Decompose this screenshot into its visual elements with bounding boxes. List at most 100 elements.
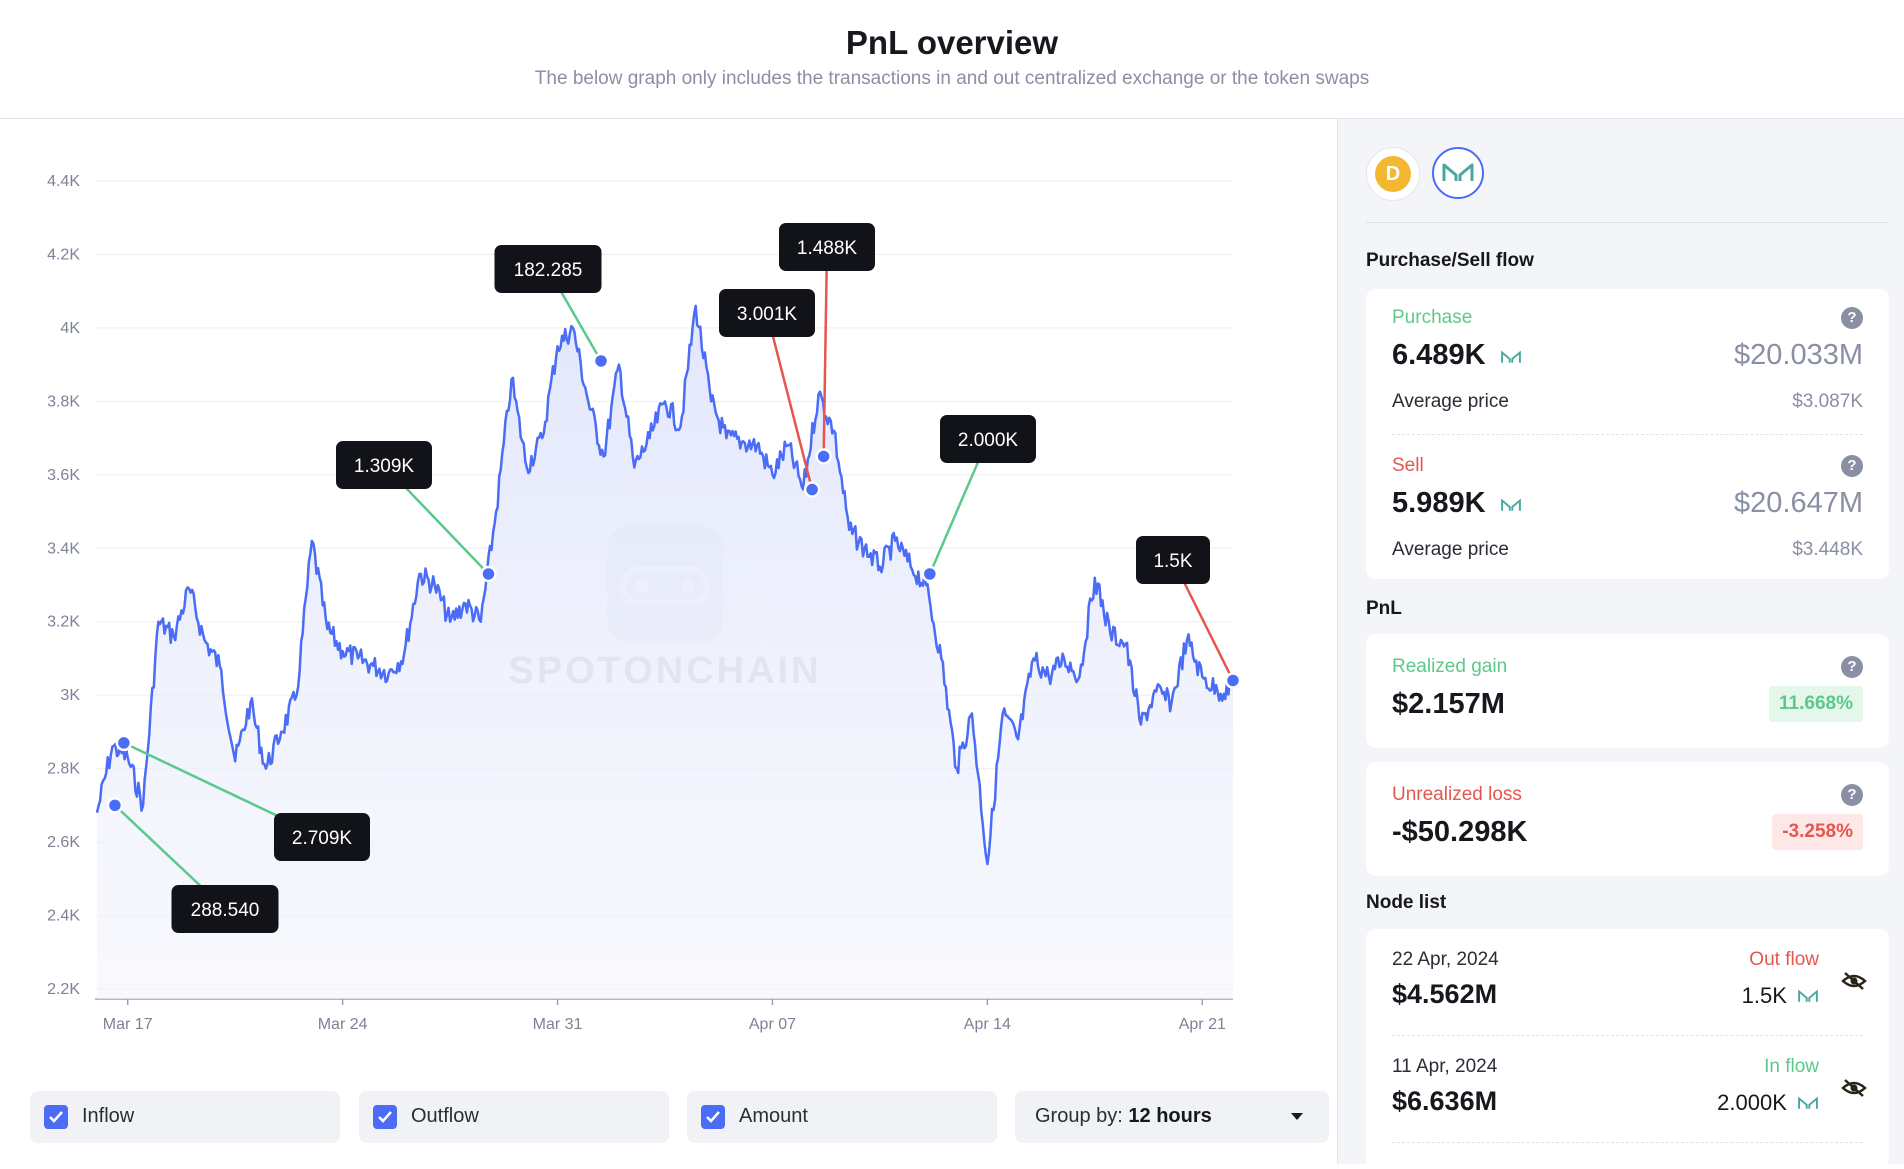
divider [1392,434,1863,435]
page-subtitle: The below graph only includes the transa… [534,68,1370,89]
help-icon[interactable]: ? [1841,455,1863,477]
annotation-connector [822,246,829,457]
annotation-label: 3.001K [737,304,798,325]
side-panel: D Purchase/Sell flow Purchase ? 6.489K $… [1337,119,1904,1169]
eye-off-icon[interactable] [1841,1078,1867,1098]
node-amount: 2.000K [1717,1090,1819,1116]
annotation-label-box [171,885,279,933]
annotation-dot [106,797,124,814]
sell-usd: $20.647M [1734,487,1863,519]
outflow-checkbox[interactable] [373,1105,397,1129]
flow-annotation: 2.000K [921,415,1036,583]
help-icon[interactable]: ? [1841,656,1863,678]
inflow-label: Inflow [82,1105,135,1127]
annotation-label: 288.540 [191,900,260,921]
sell-amount-value: 5.989K [1392,487,1486,519]
maker-icon [1442,163,1474,181]
caret-down-icon [1291,1113,1303,1120]
dai-token-button[interactable]: D [1366,147,1420,201]
node-date: 22 Apr, 2024 [1392,949,1499,970]
annotation-label-box [719,289,815,337]
y-tick-label: 2.6K [47,834,80,851]
maker-token-button[interactable] [1432,147,1484,199]
x-tick-label: Apr 21 [1179,1016,1226,1033]
divider [1392,1142,1863,1143]
node-usd: $6.636M [1392,1086,1498,1116]
flow-annotation: 1.309K [336,441,497,583]
groupby-select[interactable]: Group by: 12 hours [1015,1091,1329,1143]
annotation-dot [803,481,821,498]
inflow-checkbox[interactable] [44,1105,68,1129]
y-tick-label: 3.6K [47,467,80,484]
realized-pct-badge: 11.668% [1769,686,1863,722]
maker-icon [1500,350,1521,363]
unrealized-value: -$50.298K [1392,816,1528,848]
node-item[interactable]: 22 Apr, 2024 $4.562M Out flow 1.5K [1366,929,1889,1035]
annotation-label-box [1136,536,1210,584]
y-tick-label: 3.2K [47,614,80,631]
annotation-label: 2.000K [958,430,1019,451]
purchase-sell-card: Purchase ? 6.489K $20.033M Average price… [1366,289,1889,579]
outflow-toggle[interactable]: Outflow [359,1091,669,1143]
y-tick-label: 4K [60,320,80,337]
annotation-label-box [336,441,432,489]
purchase-usd: $20.033M [1734,339,1863,371]
node-flow: In flow [1764,1056,1819,1077]
sell-label: Sell [1392,455,1424,476]
unrealized-pct-badge: -3.258% [1772,814,1863,850]
outflow-label: Outflow [411,1105,479,1127]
realized-card: Realized gain ? $2.157M 11.668% [1366,634,1889,748]
realized-label: Realized gain [1392,656,1508,677]
y-tick-label: 4.2K [47,246,80,263]
y-tick-label: 3K [60,687,80,704]
amount-toggle[interactable]: Amount [687,1091,997,1143]
amount-checkbox[interactable] [701,1105,725,1129]
inflow-toggle[interactable]: Inflow [30,1091,340,1143]
purchase-avg-label: Average price [1392,391,1509,412]
annotation-label: 182.285 [514,260,583,281]
y-tick-label: 2.8K [47,761,80,778]
node-amount-value: 1.5K [1741,983,1787,1008]
annotation-label-box [494,245,602,293]
maker-icon [1798,989,1818,1002]
annotation-label: 1.309K [354,456,415,477]
sell-avg-value: $3.448K [1792,539,1863,560]
node-flow: Out flow [1749,949,1819,970]
annotation-label: 1.488K [797,238,858,259]
purchase-label: Purchase [1392,307,1473,328]
node-amount-value: 2.000K [1717,1090,1787,1115]
y-tick-label: 4.4K [47,173,80,190]
pnl-chart: 2.2K 2.4K 2.6K 2.8K 3K 3.2K 3.4K 3.6K 3.8K 4K 4.2K… [47,173,1242,1033]
annotation-connector [765,312,814,490]
flow-annotation: 1.5K [1136,536,1242,689]
purchase-sell-title: Purchase/Sell flow [1366,250,1534,271]
price-area [97,305,1233,999]
help-icon[interactable]: ? [1841,784,1863,806]
flow-annotation: 3.001K [719,289,821,498]
flow-annotation: 288.540 [106,797,279,933]
node-item[interactable]: 11 Apr, 2024 $6.636M In flow 2.000K [1366,1036,1889,1142]
annotation-dot [115,734,133,752]
annotation-dot [815,448,832,465]
x-tick-label: Apr 14 [964,1016,1011,1033]
divider [1392,1035,1863,1036]
node-date: 11 Apr, 2024 [1392,1056,1498,1077]
x-tick-label: Apr 07 [749,1016,796,1033]
node-amount: 1.5K [1742,983,1819,1009]
purchase-amount-value: 6.489K [1392,339,1486,371]
flow-annotation: 182.285 [494,245,610,370]
help-icon[interactable]: ? [1841,307,1863,329]
realized-value: $2.157M [1392,688,1505,720]
eye-off-icon[interactable] [1841,971,1867,991]
y-tick-label: 2.2K [47,981,80,998]
flow-annotation: 1.488K [779,223,875,465]
groupby-value: 12 hours [1128,1105,1212,1127]
x-tick-label: Mar 24 [318,1016,368,1033]
maker-icon [1798,1096,1818,1109]
purchase-amount: 6.489K [1392,339,1522,372]
purchase-avg-value: $3.087K [1792,391,1863,412]
pnl-title: PnL [1366,598,1402,619]
chart-area: 2.2K 2.4K 2.6K 2.8K 3K 3.2K 3.4K 3.6K 3.8K 4K 4.2K… [0,119,1337,1164]
node-usd: $4.562M [1392,979,1498,1009]
groupby-label: Group by: 12 hours [1035,1105,1212,1128]
